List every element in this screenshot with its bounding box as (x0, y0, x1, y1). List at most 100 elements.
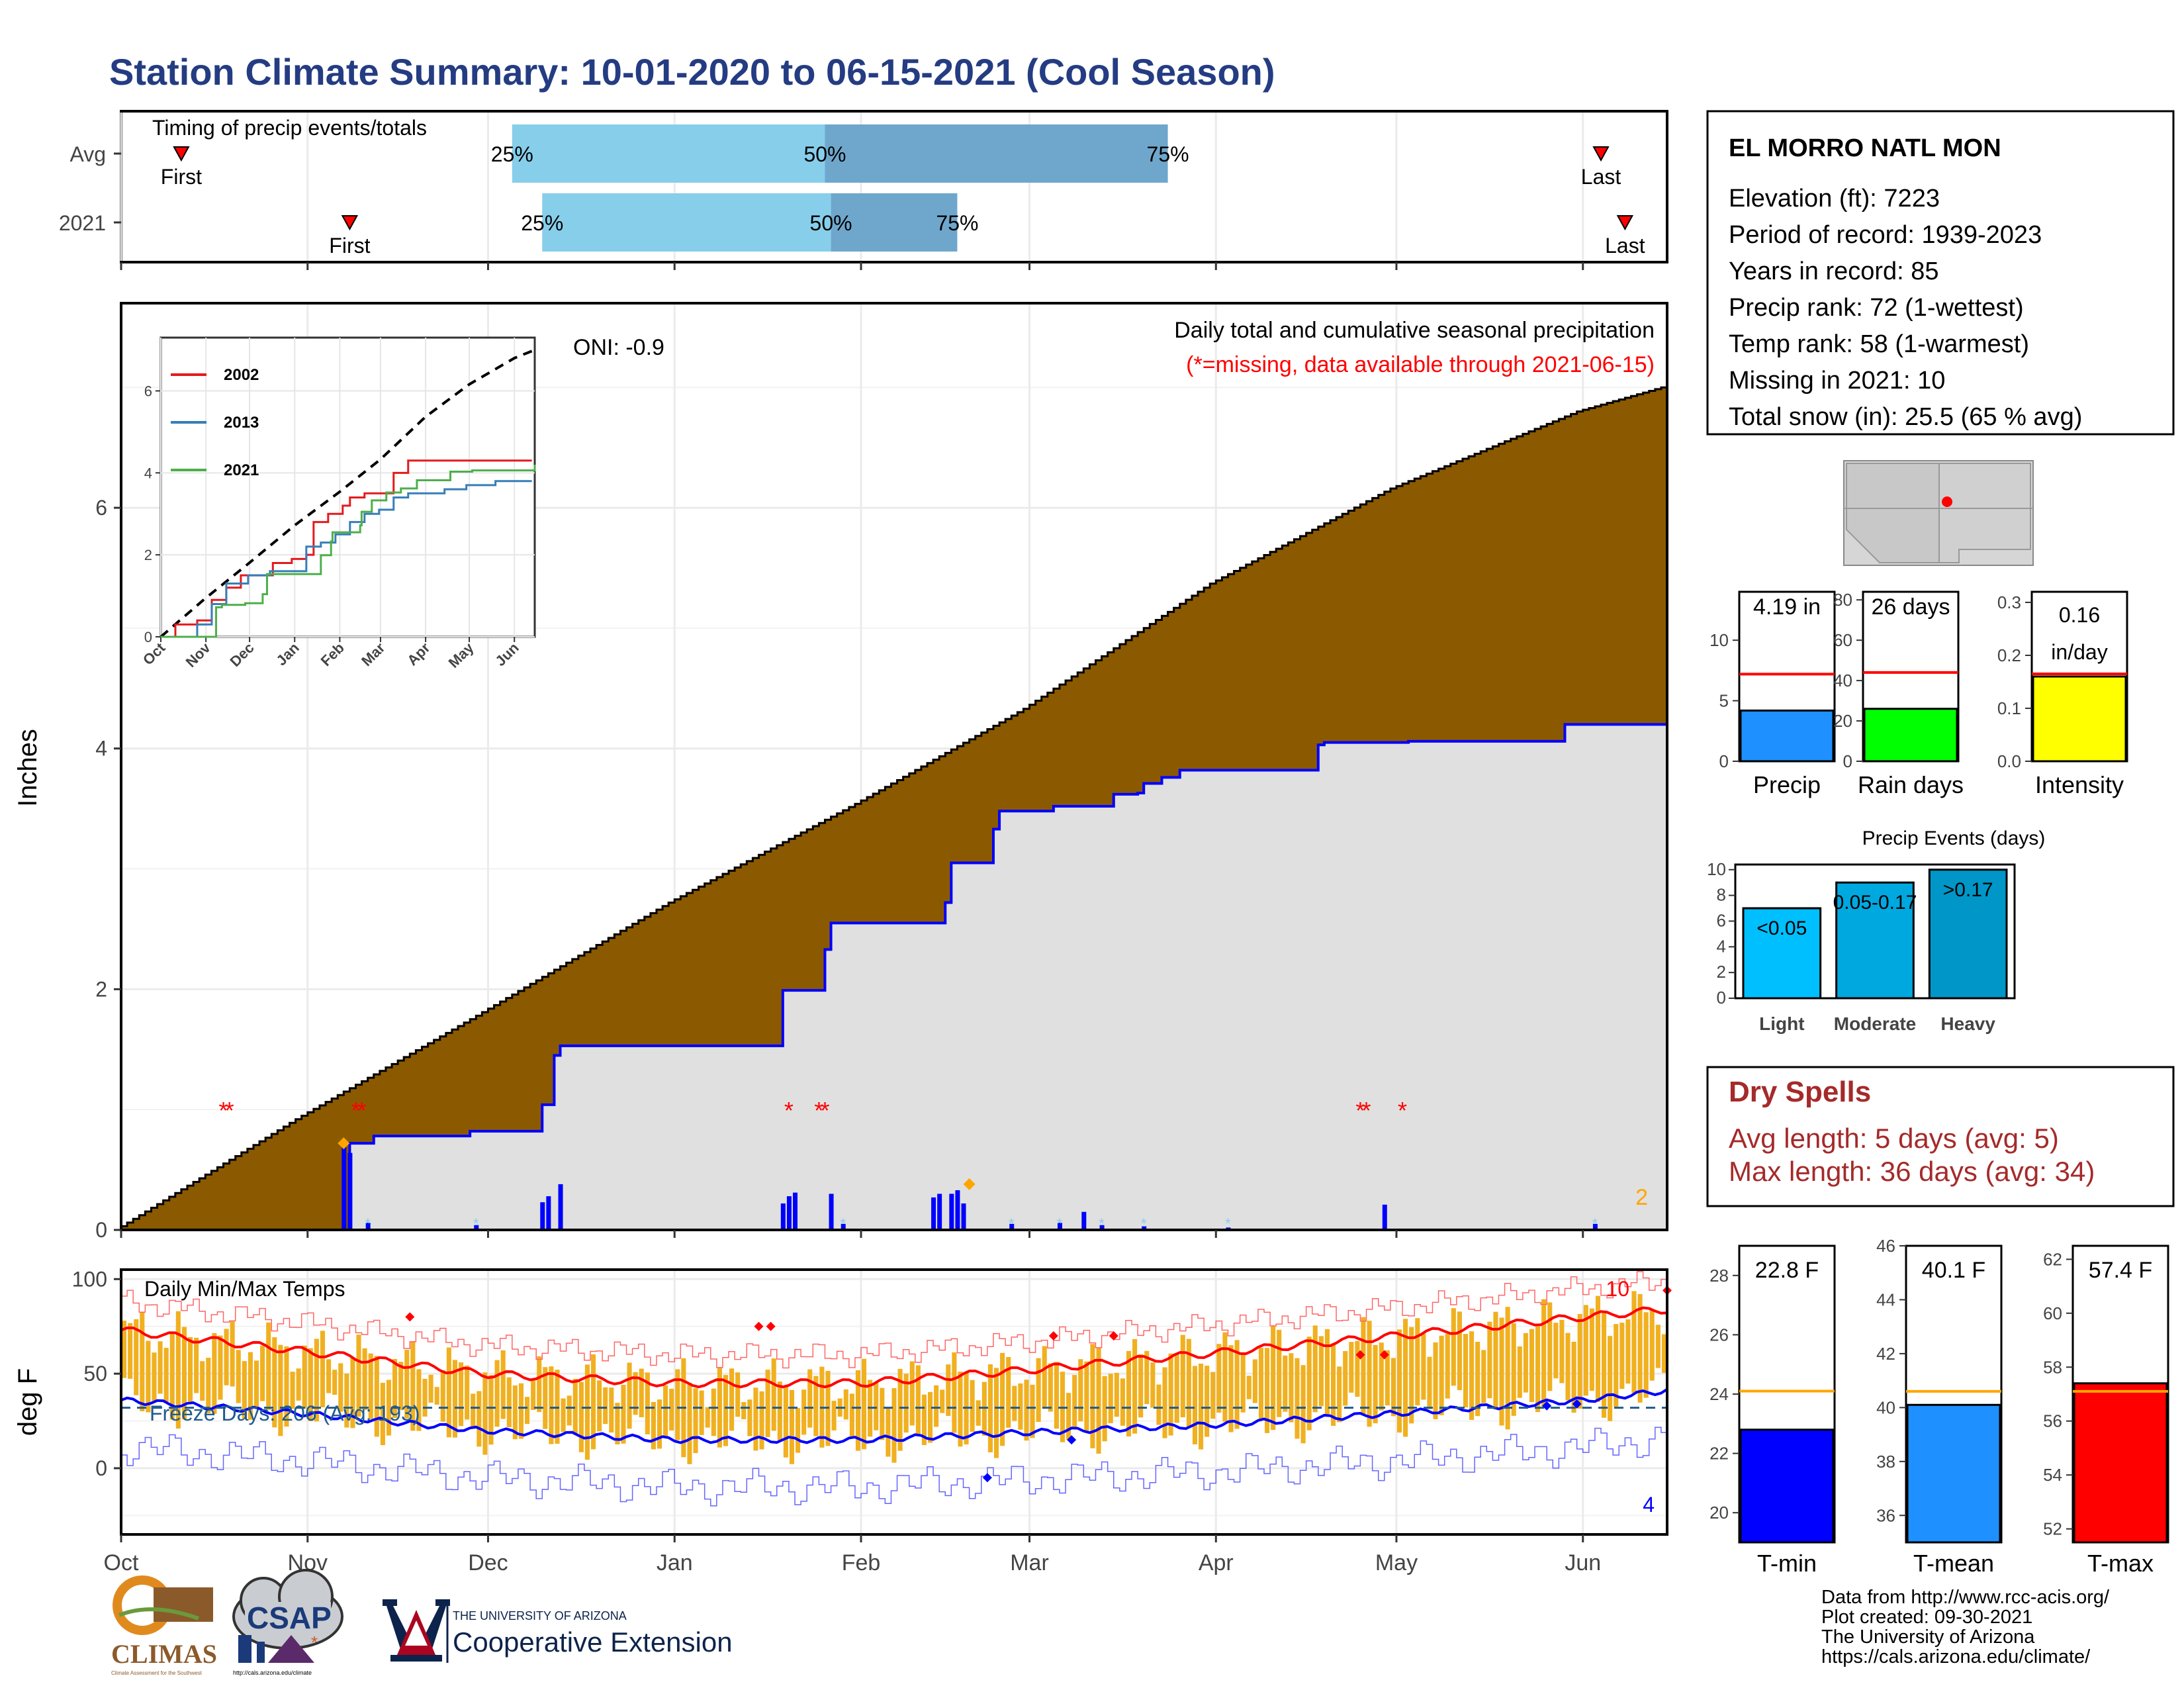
daily-temp-bar (609, 1387, 614, 1432)
daily-temp-bar (308, 1348, 313, 1421)
daily-temp-bar (651, 1401, 656, 1450)
daily-temp-bar (146, 1340, 151, 1413)
daily-temp-bar (175, 1311, 181, 1429)
daily-temp-bar (531, 1379, 536, 1410)
daily-precip-bar (1142, 1226, 1147, 1230)
daily-temp-bar (1396, 1329, 1402, 1433)
record-high-marker (1048, 1331, 1058, 1340)
timing-25-label: 25% (521, 211, 563, 235)
daily-temp-bar (181, 1327, 187, 1420)
temp-panel: 0 50 100 deg F Daily Min/Max Temps Freeze … (13, 1230, 1672, 1575)
timing-first-marker (173, 146, 190, 162)
oni-value: ONI: -0.9 (573, 335, 664, 360)
daily-temp-bar (874, 1382, 879, 1430)
daily-temp-bar (362, 1348, 367, 1410)
record-high-marker (405, 1312, 415, 1322)
mini-bar-tick-label: 40 (1833, 671, 1852, 690)
temp-bar-tick-label: 44 (1876, 1289, 1895, 1309)
station-info: EL MORRO NATL MON Elevation (ft): 7223 P… (1706, 110, 2175, 436)
mini-bar-label: Intensity (2035, 771, 2124, 798)
inset-y-tick-label: 0 (144, 629, 152, 645)
daily-temp-bar (723, 1375, 729, 1446)
daily-temp-bar (1150, 1362, 1156, 1408)
month-label: Apr (1199, 1550, 1234, 1575)
record-high-line (121, 1271, 1667, 1369)
temp-bar-label: T-max (2087, 1550, 2154, 1577)
daily-temp-bar (807, 1369, 813, 1428)
daily-temp-bar (1559, 1319, 1565, 1383)
daily-temp-bar (958, 1372, 963, 1447)
dry-spells-title: Dry Spells (1729, 1076, 1871, 1108)
daily-temp-bar (1433, 1342, 1438, 1419)
daily-temp-bar (1337, 1366, 1342, 1423)
precip-events-title: Precip Events (days) (1862, 827, 2046, 849)
daily-temp-bar (735, 1372, 741, 1417)
daily-temp-bar (789, 1389, 795, 1464)
snow-marker: * (1099, 1215, 1105, 1232)
record-high-marker (766, 1321, 776, 1331)
daily-temp-bar (1228, 1345, 1234, 1432)
daily-precip-bar (841, 1223, 846, 1230)
temp-bar-tick-label: 24 (1709, 1384, 1729, 1404)
daily-temp-bar (561, 1398, 566, 1432)
daily-precip-bar (474, 1225, 479, 1230)
daily-precip-bar (786, 1196, 792, 1230)
timing-50-label: 50% (810, 211, 852, 235)
normal-max-line (120, 1306, 1668, 1389)
temp-panel-title: Daily Min/Max Temps (144, 1277, 345, 1301)
daily-temp-bar (1072, 1375, 1077, 1427)
daily-temp-bar (200, 1361, 205, 1401)
station-line: Missing in 2021: 10 (1729, 367, 1945, 395)
mini-bar-tick-label: 0.3 (1997, 592, 2021, 612)
daily-temp-bar (428, 1374, 433, 1403)
daily-temp-bar (1312, 1325, 1318, 1413)
daily-temp-bar (1409, 1327, 1414, 1424)
daily-temp-bar (314, 1338, 319, 1422)
temp-bar-value-label: 22.8 F (1755, 1258, 1819, 1283)
missing-data-marker: * (820, 1097, 829, 1124)
mini-bar-tick-label: 5 (1719, 691, 1729, 711)
daily-temp-bar (783, 1385, 788, 1458)
precip-event-value: 0.05-0.17 (1833, 892, 1917, 914)
daily-temp-bar (368, 1353, 373, 1419)
daily-temp-bar (1192, 1366, 1198, 1444)
inset-y-tick-label: 6 (144, 383, 152, 399)
daily-temp-bar (705, 1407, 710, 1428)
daily-temp-bar (1403, 1319, 1408, 1437)
daily-temp-bar (494, 1360, 500, 1427)
daily-temp-bar (1024, 1380, 1029, 1441)
daily-temp-bar (621, 1384, 626, 1444)
daily-temp-bar (1324, 1329, 1330, 1416)
daily-temp-bar (777, 1382, 782, 1441)
daily-temp-bar (615, 1403, 620, 1444)
daily-temp-bar (831, 1401, 837, 1430)
month-label: Dec (468, 1550, 508, 1575)
daily-temp-bar (927, 1391, 933, 1443)
daily-temp-bar (771, 1358, 776, 1431)
daily-precip-bar (949, 1194, 954, 1230)
daily-temp-bar (1655, 1325, 1661, 1368)
station-location-dot (1942, 496, 1952, 507)
daily-temp-bar (1643, 1312, 1649, 1398)
daily-temp-bar (921, 1394, 927, 1445)
daily-temp-bar (326, 1359, 332, 1393)
temp-bar-value (2073, 1382, 2168, 1544)
daily-temp-bar (242, 1361, 247, 1419)
daily-precip-bar (546, 1196, 551, 1230)
missing-data-marker: * (219, 1097, 228, 1124)
daily-temp-bar (1445, 1333, 1450, 1399)
daily-temp-bar (471, 1393, 476, 1429)
temp-bar-value (1739, 1429, 1835, 1544)
inset-y-tick-label: 4 (144, 465, 152, 481)
daily-temp-bar (1258, 1348, 1264, 1421)
precip-event-bar (1928, 868, 2008, 1000)
max-daily-marker (963, 1178, 976, 1190)
station-name: EL MORRO NATL MON (1729, 134, 2001, 162)
mini-bar-tick-label: 60 (1833, 630, 1852, 650)
temp-y-axis-label: deg F (13, 1368, 42, 1436)
daily-temp-bar (537, 1356, 542, 1413)
daily-temp-bar (1096, 1348, 1101, 1454)
temp-bar-label: T-mean (1913, 1550, 1994, 1577)
daily-temp-bar (206, 1358, 211, 1413)
daily-temp-bar (1481, 1350, 1486, 1403)
